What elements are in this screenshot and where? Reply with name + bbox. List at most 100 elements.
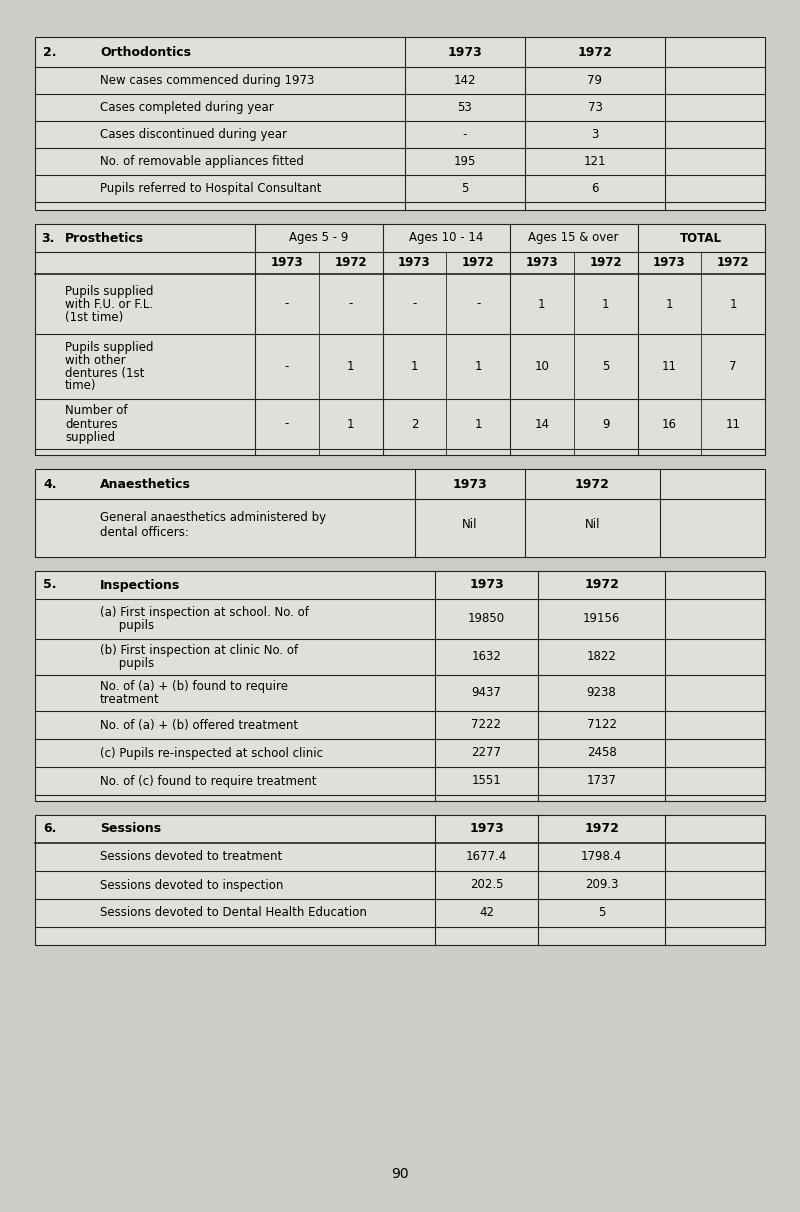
Text: Inspections: Inspections	[100, 578, 180, 591]
Text: Ages 10 - 14: Ages 10 - 14	[409, 231, 483, 245]
Text: pupils: pupils	[100, 657, 154, 670]
Text: 7: 7	[730, 360, 737, 373]
Text: -: -	[412, 297, 417, 310]
Text: Ages 15 & over: Ages 15 & over	[529, 231, 619, 245]
Text: 1737: 1737	[586, 774, 617, 788]
Text: 5.: 5.	[43, 578, 57, 591]
Text: (1st time): (1st time)	[65, 310, 123, 324]
Text: 1973: 1973	[453, 478, 487, 491]
Text: General anaesthetics administered by: General anaesthetics administered by	[100, 511, 326, 525]
Text: Nil: Nil	[462, 519, 478, 532]
Text: 1972: 1972	[334, 257, 367, 269]
Text: supplied: supplied	[65, 430, 115, 444]
Text: 16: 16	[662, 417, 677, 430]
Text: Sessions devoted to treatment: Sessions devoted to treatment	[100, 851, 282, 863]
Text: -: -	[285, 297, 289, 310]
Text: (a) First inspection at school. No. of: (a) First inspection at school. No. of	[100, 606, 309, 619]
Text: 1972: 1972	[584, 578, 619, 591]
Text: Ages 5 - 9: Ages 5 - 9	[289, 231, 349, 245]
Text: 10: 10	[534, 360, 550, 373]
Text: 3.: 3.	[41, 231, 54, 245]
Bar	[35, 469, 765, 558]
Text: 2: 2	[410, 417, 418, 430]
Text: 1: 1	[347, 360, 354, 373]
Text: Pupils supplied: Pupils supplied	[65, 341, 154, 354]
Text: 19156: 19156	[583, 612, 620, 625]
Text: 1798.4: 1798.4	[581, 851, 622, 863]
Text: 1972: 1972	[590, 257, 622, 269]
Text: dentures: dentures	[65, 417, 118, 430]
Text: 1822: 1822	[586, 651, 617, 663]
Text: treatment: treatment	[100, 693, 160, 707]
Text: 5: 5	[598, 907, 605, 920]
Text: 202.5: 202.5	[470, 879, 503, 892]
Text: 1551: 1551	[472, 774, 502, 788]
Text: -: -	[349, 297, 353, 310]
Text: 79: 79	[587, 74, 602, 87]
Text: 19850: 19850	[468, 612, 505, 625]
Text: Pupils supplied: Pupils supplied	[65, 285, 154, 297]
Text: (c) Pupils re-inspected at school clinic: (c) Pupils re-inspected at school clinic	[100, 747, 323, 760]
Text: 1973: 1973	[270, 257, 303, 269]
Text: 121: 121	[584, 155, 606, 168]
Text: 2277: 2277	[471, 747, 502, 760]
Text: time): time)	[65, 379, 97, 393]
Text: dental officers:: dental officers:	[100, 526, 189, 538]
Text: 1: 1	[347, 417, 354, 430]
Bar	[35, 571, 765, 801]
Text: 1: 1	[666, 297, 673, 310]
Text: 1973: 1973	[653, 257, 686, 269]
Text: No. of removable appliances fitted: No. of removable appliances fitted	[100, 155, 304, 168]
Text: 9238: 9238	[586, 686, 616, 699]
Text: Cases discontinued during year: Cases discontinued during year	[100, 128, 287, 141]
Text: 1677.4: 1677.4	[466, 851, 507, 863]
Text: 1972: 1972	[462, 257, 494, 269]
Text: 6: 6	[591, 182, 598, 195]
Text: 1632: 1632	[471, 651, 502, 663]
Bar	[35, 38, 765, 210]
Text: Cases completed during year: Cases completed during year	[100, 101, 274, 114]
Text: 209.3: 209.3	[585, 879, 618, 892]
Text: 14: 14	[534, 417, 550, 430]
Text: 7222: 7222	[471, 719, 502, 732]
Text: 1973: 1973	[526, 257, 558, 269]
Text: 1: 1	[730, 297, 737, 310]
Text: 2.: 2.	[43, 46, 57, 58]
Text: 1973: 1973	[448, 46, 482, 58]
Text: No. of (c) found to require treatment: No. of (c) found to require treatment	[100, 774, 317, 788]
Text: 1: 1	[474, 360, 482, 373]
Bar	[35, 224, 765, 454]
Text: 1: 1	[410, 360, 418, 373]
Text: 1972: 1972	[717, 257, 750, 269]
Text: 11: 11	[662, 360, 677, 373]
Text: 53: 53	[458, 101, 472, 114]
Text: -: -	[476, 297, 480, 310]
Text: 3: 3	[591, 128, 598, 141]
Text: Orthodontics: Orthodontics	[100, 46, 191, 58]
Text: 1: 1	[602, 297, 610, 310]
Text: Pupils referred to Hospital Consultant: Pupils referred to Hospital Consultant	[100, 182, 322, 195]
Text: 195: 195	[454, 155, 476, 168]
Text: TOTAL: TOTAL	[680, 231, 722, 245]
Text: 73: 73	[587, 101, 602, 114]
Text: 4.: 4.	[43, 478, 57, 491]
Text: 2458: 2458	[586, 747, 616, 760]
Bar	[35, 814, 765, 945]
Text: 1973: 1973	[469, 578, 504, 591]
Text: 7122: 7122	[586, 719, 617, 732]
Text: 9437: 9437	[471, 686, 502, 699]
Text: -: -	[463, 128, 467, 141]
Text: with other: with other	[65, 354, 126, 366]
Text: 1973: 1973	[398, 257, 430, 269]
Text: dentures (1st: dentures (1st	[65, 366, 144, 379]
Text: 6.: 6.	[43, 823, 56, 835]
Text: Sessions: Sessions	[100, 823, 161, 835]
Text: 42: 42	[479, 907, 494, 920]
Text: 142: 142	[454, 74, 476, 87]
Text: 1972: 1972	[575, 478, 610, 491]
Text: 90: 90	[391, 1167, 409, 1180]
Text: Prosthetics: Prosthetics	[65, 231, 144, 245]
Text: with F.U. or F.L.: with F.U. or F.L.	[65, 297, 153, 310]
Text: Sessions devoted to Dental Health Education: Sessions devoted to Dental Health Educat…	[100, 907, 367, 920]
Text: Nil: Nil	[585, 519, 600, 532]
